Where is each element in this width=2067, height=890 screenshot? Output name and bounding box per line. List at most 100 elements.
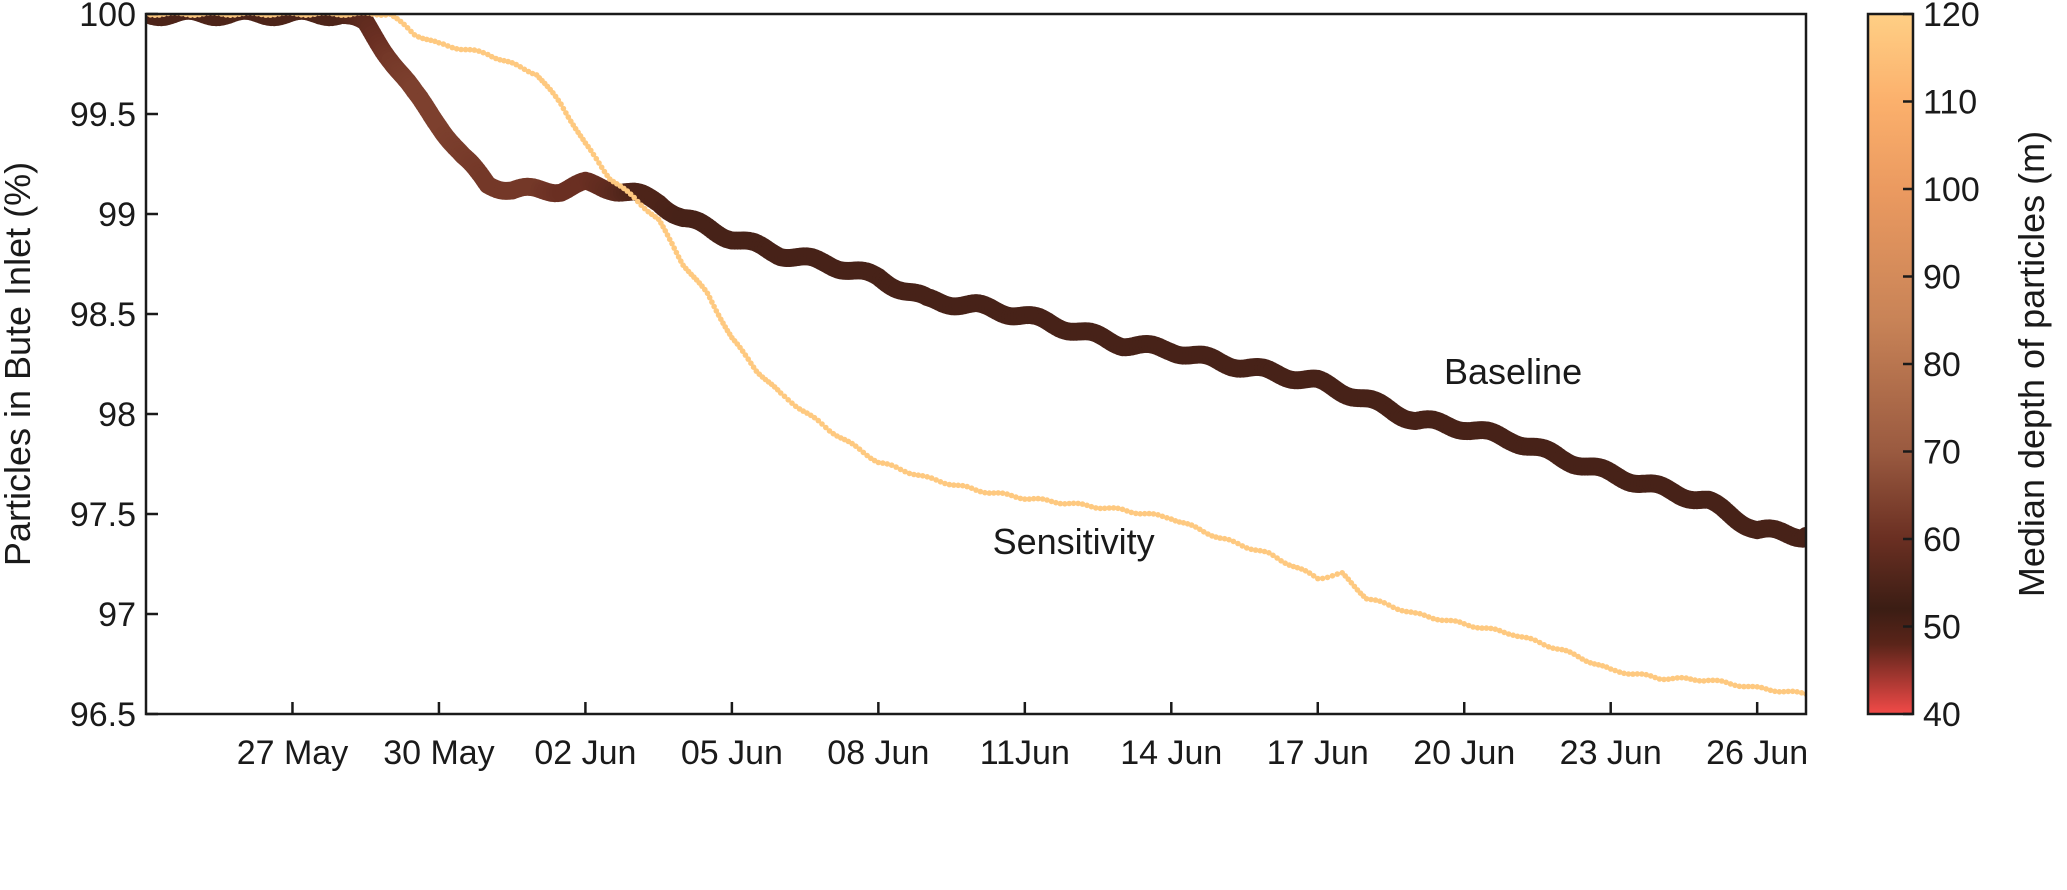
data-point bbox=[999, 490, 1006, 497]
data-point bbox=[678, 258, 684, 264]
data-point bbox=[1647, 673, 1654, 679]
data-point bbox=[1408, 609, 1414, 615]
data-point bbox=[1110, 505, 1117, 511]
data-point bbox=[1048, 498, 1055, 505]
data-point bbox=[1039, 496, 1046, 502]
x-tick-label: 05 Jun bbox=[681, 734, 783, 772]
data-point bbox=[462, 46, 469, 53]
data-point bbox=[893, 464, 899, 470]
data-point bbox=[739, 348, 746, 355]
data-point bbox=[1192, 524, 1199, 530]
data-point bbox=[555, 97, 562, 103]
data-point bbox=[1701, 678, 1707, 684]
data-point bbox=[1164, 515, 1170, 521]
data-point bbox=[748, 360, 754, 367]
data-point bbox=[1665, 676, 1672, 682]
data-point bbox=[601, 168, 608, 175]
data-point bbox=[1368, 596, 1374, 603]
data-point bbox=[1776, 689, 1783, 695]
x-axis-ticks: 27 May 30 May 02 Jun 05 Jun 08 Jun 11Jun 14 Ju… bbox=[237, 702, 1808, 772]
data-point bbox=[1324, 574, 1331, 581]
data-point bbox=[1723, 679, 1729, 686]
x-tick-label: 02 Jun bbox=[534, 734, 636, 772]
data-point bbox=[1026, 496, 1033, 502]
data-point bbox=[1093, 505, 1099, 511]
data-point bbox=[563, 110, 569, 116]
data-point bbox=[1571, 651, 1577, 657]
data-point bbox=[664, 232, 671, 238]
x-tick-label: 27 May bbox=[237, 734, 349, 772]
data-point bbox=[1106, 505, 1112, 511]
data-point bbox=[598, 164, 605, 171]
data-point bbox=[471, 47, 478, 53]
data-point bbox=[467, 46, 473, 53]
data-point bbox=[1514, 633, 1521, 640]
data-point bbox=[1079, 501, 1086, 507]
data-point bbox=[1133, 510, 1139, 517]
data-point bbox=[458, 46, 464, 53]
data-point bbox=[445, 43, 451, 49]
data-point bbox=[1798, 690, 1805, 696]
data-point bbox=[1022, 496, 1028, 502]
data-point bbox=[986, 490, 993, 496]
data-point bbox=[1683, 675, 1689, 681]
data-point bbox=[711, 303, 717, 310]
data-point bbox=[1386, 602, 1392, 608]
data-point bbox=[1004, 491, 1010, 497]
data-point bbox=[1044, 497, 1050, 503]
data-point bbox=[777, 390, 784, 396]
colorbar-tick-label: 110 bbox=[1923, 84, 1977, 122]
data-point bbox=[558, 101, 564, 107]
data-point bbox=[951, 482, 957, 488]
data-point bbox=[627, 191, 634, 197]
data-point bbox=[440, 41, 447, 47]
data-point bbox=[1257, 547, 1263, 554]
data-point bbox=[1008, 492, 1015, 499]
data-point bbox=[1239, 543, 1246, 549]
data-point bbox=[1763, 686, 1769, 692]
data-point bbox=[1377, 598, 1383, 604]
plot-frame bbox=[144, 12, 1808, 716]
data-point bbox=[1758, 684, 1765, 691]
data-point bbox=[565, 114, 572, 120]
data-point bbox=[1505, 631, 1512, 637]
data-point bbox=[1496, 627, 1503, 634]
data-point bbox=[631, 194, 637, 201]
data-point bbox=[1201, 529, 1207, 535]
data-point bbox=[1310, 573, 1317, 579]
data-point bbox=[1266, 550, 1272, 556]
data-point bbox=[1492, 626, 1499, 632]
data-point bbox=[1013, 494, 1019, 500]
data-point bbox=[906, 470, 913, 477]
data-point bbox=[715, 312, 722, 318]
y-tick-label: 98 bbox=[98, 396, 136, 434]
data-point bbox=[521, 66, 528, 73]
data-point bbox=[1621, 670, 1627, 677]
data-point bbox=[1532, 637, 1539, 644]
data-point bbox=[1749, 683, 1756, 690]
data-point bbox=[1381, 600, 1388, 606]
data-point bbox=[1243, 545, 1250, 551]
data-point bbox=[1474, 625, 1481, 631]
data-point bbox=[1457, 619, 1463, 625]
data-point bbox=[888, 462, 895, 469]
x-tick-label: 26 Jun bbox=[1706, 734, 1808, 772]
data-point bbox=[1306, 570, 1313, 576]
data-point bbox=[666, 236, 673, 243]
colorbar: 120 110 100 90 80 70 60 50 40 Median depth of pa… bbox=[1866, 0, 2052, 734]
data-point bbox=[911, 471, 917, 478]
colorbar-tick-label: 50 bbox=[1923, 609, 1961, 647]
data-point bbox=[1661, 676, 1667, 683]
data-point bbox=[815, 417, 822, 424]
data-point bbox=[517, 64, 524, 70]
data-point bbox=[875, 459, 882, 466]
x-tick-label: 11Jun bbox=[980, 734, 1070, 772]
data-point bbox=[856, 446, 863, 453]
data-point bbox=[853, 443, 859, 450]
data-point bbox=[1652, 674, 1658, 681]
data-point bbox=[1754, 684, 1760, 690]
data-point bbox=[1390, 604, 1396, 611]
data-point bbox=[880, 460, 886, 466]
data-point bbox=[919, 473, 926, 479]
data-point bbox=[991, 490, 997, 496]
